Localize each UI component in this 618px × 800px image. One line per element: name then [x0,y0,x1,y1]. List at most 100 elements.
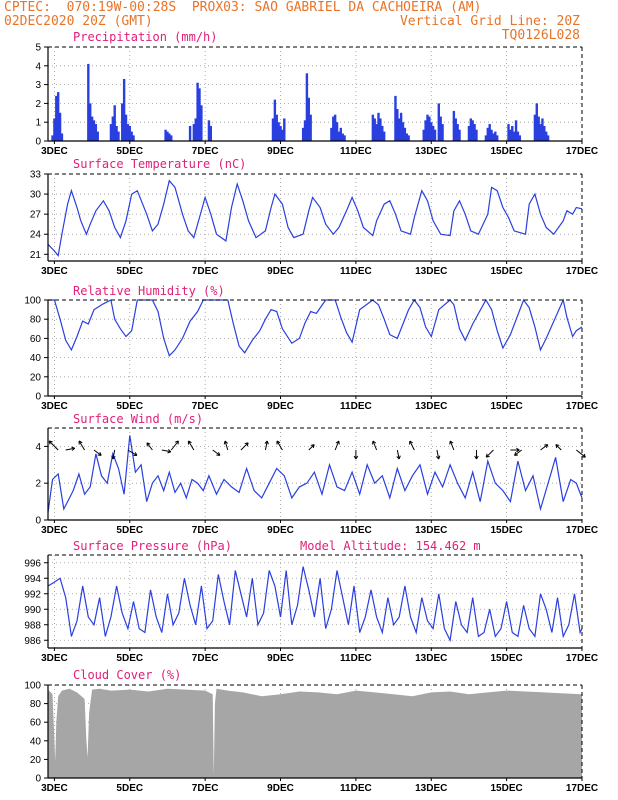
wind-vector [514,449,523,456]
wind-vector-head [485,453,490,458]
x-tick-label: 7DEC [192,266,219,277]
panel-title: Relative Humidity (%) [73,284,225,298]
precip-bar [533,114,537,141]
precip-bar [496,135,499,141]
wind-vector [212,449,221,456]
x-tick-label: 17DEC [566,783,598,794]
precip-bar [279,125,282,141]
precip-bar [373,118,376,141]
x-tick-label: 9DEC [267,525,294,536]
precip-bar [301,127,305,141]
x-tick-label: 11DEC [340,525,372,536]
precip-bar [509,129,512,141]
precip-bar [113,105,116,141]
precip-bar [518,135,522,141]
precip-bar [514,120,518,141]
precip-bar [371,114,375,141]
header-model-id: TQ0126L028 [501,28,580,43]
chart-panel-5: 0 20 40 60 80 100 3DEC 5DEC 7DEC 9DEC 11DEC 13DEC 15… [24,668,598,794]
cloud-cover-area [48,688,582,778]
precip-bar [188,125,192,141]
precip-bar [166,131,169,141]
precip-bar [469,118,473,141]
precip-bar [452,110,456,141]
wind-vector [161,449,171,453]
wind-vector [78,440,85,451]
wind-vector [372,440,378,451]
x-tick-label: 13DEC [415,783,447,794]
precip-bar [471,120,474,141]
x-tick-label: 3DEC [41,653,68,664]
precip-bar [439,116,442,141]
x-tick-label: 17DEC [566,525,598,536]
precip-bar [164,129,167,141]
precip-bar [87,63,90,141]
chart-panel-2: 0 20 40 60 80 100 3DEC 5DEC 7DEC 9DEC 11DEC 13DEC 15… [24,284,598,412]
wind-vector [276,440,283,451]
precip-bar [433,129,437,141]
wind-vector [188,440,195,451]
series-line [47,435,583,513]
x-tick-label: 13DEC [415,401,447,412]
precip-bar [281,129,284,141]
precip-bar [512,131,516,141]
wind-vector [555,444,562,451]
precip-bar [381,125,384,141]
wind-vector [48,440,59,451]
x-tick-label: 9DEC [267,266,294,277]
y-tick-label: 986 [24,636,41,647]
panel-title: Precipitation (mm/h) [73,30,218,44]
precip-bar [546,135,550,141]
precip-bar [490,129,493,141]
x-tick-label: 5DEC [116,401,143,412]
wind-vector-head [146,442,151,447]
precip-bar [377,112,380,141]
wind-vector [409,440,415,451]
x-tick-label: 13DEC [415,525,447,536]
panel-annotation: Model Altitude: 154.462 m [300,539,481,553]
precip-bar [541,118,544,141]
precip-bar [454,118,457,141]
x-tick-label: 5DEC [116,783,143,794]
precip-bar [441,124,444,141]
precip-bar [209,125,213,141]
panel-title: Cloud Cover (%) [73,668,181,682]
y-tick-label: 21 [30,250,42,261]
header-line1: CPTEC: 070:19W-00:28S PROX03: SAO GABRIE… [4,0,482,15]
wind-vector-head [187,440,192,445]
precip-bar [94,124,98,141]
wind-vector [224,440,229,451]
precip-bar [273,99,277,141]
y-tick-label: 27 [30,210,42,221]
wind-vector-head [396,455,401,460]
precip-bar [486,127,489,141]
y-tick-label: 1 [35,118,41,129]
wind-vector [334,440,340,451]
precip-bar [60,133,64,141]
wind-vector [93,449,102,456]
precip-bar [467,125,471,141]
wind-vector-head [216,451,221,456]
x-tick-label: 7DEC [192,146,219,157]
precip-bar [394,95,397,141]
y-tick-label: 20 [30,372,42,383]
precip-bar [121,103,124,141]
precip-bar [132,135,135,141]
x-tick-label: 5DEC [116,146,143,157]
x-tick-label: 9DEC [267,653,294,664]
precip-bar [431,125,435,141]
wind-vector [112,449,116,460]
precip-bar [55,95,58,141]
y-tick-label: 100 [24,681,41,692]
x-tick-label: 9DEC [267,783,294,794]
precip-bar [382,131,386,141]
precip-bar [56,92,60,141]
precip-bar [332,116,335,141]
wind-vector [449,440,455,451]
wind-vector [127,449,138,456]
x-tick-label: 15DEC [491,783,523,794]
wind-vector-head [516,447,520,453]
wind-vector-head [264,440,269,445]
precip-bar [207,120,211,141]
x-tick-label: 15DEC [491,266,523,277]
